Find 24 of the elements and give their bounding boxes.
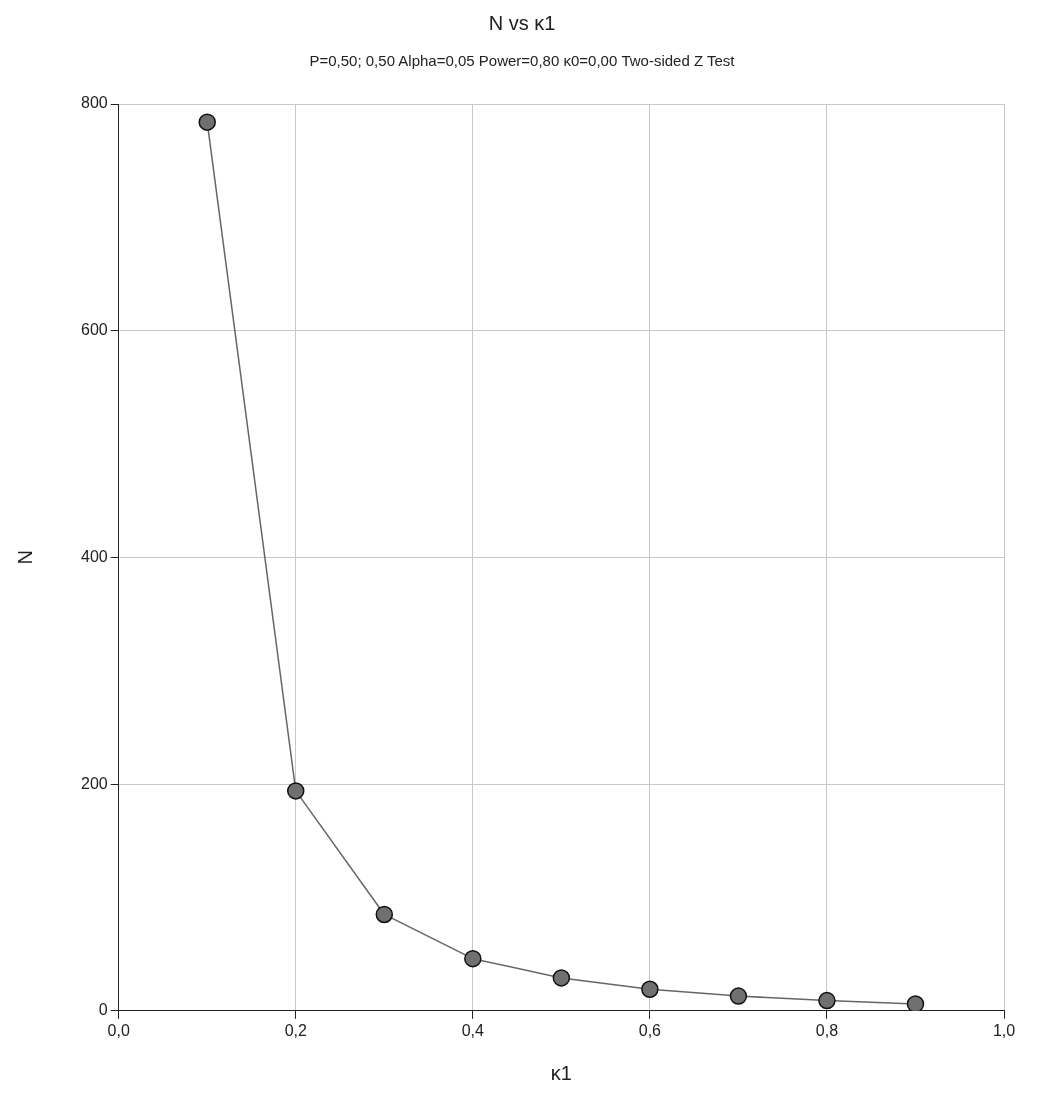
x-tick-label: 0,8 <box>815 1021 839 1039</box>
y-axis-title: N <box>13 550 36 565</box>
x-tick-label: 0,2 <box>284 1021 307 1039</box>
y-tick-label: 600 <box>80 321 108 339</box>
point <box>641 980 659 999</box>
point <box>552 969 571 987</box>
point <box>906 995 925 1011</box>
chart-subtitle: P=0,50; 0,50 Alpha=0,05 Power=0,80 κ0=0,00 Two-sided Z Test <box>308 52 736 69</box>
point <box>375 905 394 924</box>
point <box>818 991 836 1010</box>
y-tick-label: 0 <box>98 1001 108 1019</box>
y-tick-label: 200 <box>80 774 108 792</box>
point <box>464 949 482 968</box>
x-tick-label: 0,0 <box>107 1021 130 1039</box>
chart-title: N vs κ1 <box>487 12 557 35</box>
x-tick-label: 1,0 <box>992 1021 1016 1039</box>
y-tick-label: 400 <box>80 547 108 565</box>
point <box>198 113 216 131</box>
x-tick-label: 0,4 <box>461 1021 485 1039</box>
point <box>287 782 305 800</box>
y-tick-label: 800 <box>80 94 108 112</box>
x-axis-title: κ1 <box>550 1061 572 1084</box>
x-tick-label: 0,6 <box>638 1021 662 1039</box>
point <box>729 987 748 1005</box>
